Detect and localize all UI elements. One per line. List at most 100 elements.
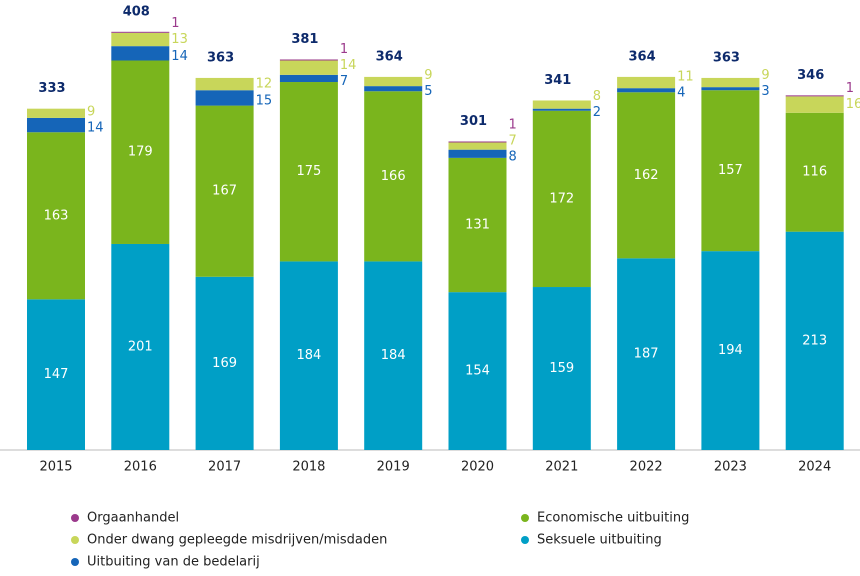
bar-segment	[195, 90, 254, 106]
bar-segment	[448, 149, 507, 158]
bar-segment	[785, 96, 844, 113]
value-label: 5	[424, 84, 432, 99]
value-label: 147	[44, 367, 69, 382]
value-label: 116	[802, 165, 827, 180]
bar-segment	[27, 132, 85, 300]
bar-segment	[448, 157, 507, 293]
bar-segment	[617, 258, 676, 450]
x-tick-label: 2020	[461, 460, 494, 475]
value-label: 162	[634, 168, 659, 183]
bar-segment	[195, 276, 254, 450]
legend-label: Uitbuiting van de bedelarij	[87, 555, 260, 570]
value-label: 4	[677, 86, 685, 101]
bar-segment	[701, 87, 760, 91]
bar-segment	[785, 112, 844, 232]
legend-marker	[71, 558, 79, 566]
value-label: 163	[44, 208, 69, 223]
value-label: 184	[381, 348, 406, 363]
total-label: 333	[38, 81, 65, 96]
bar-segment	[701, 251, 760, 450]
bar-segment	[617, 88, 676, 93]
bar-segment	[364, 261, 423, 450]
value-label: 159	[549, 361, 574, 376]
bar-segment	[701, 90, 760, 252]
value-label: 8	[509, 149, 517, 164]
value-label: 14	[171, 49, 188, 64]
legend-label: Economische uitbuiting	[537, 511, 689, 526]
total-label: 381	[291, 32, 318, 47]
bar-segment	[617, 92, 676, 259]
value-label: 9	[424, 68, 432, 83]
bar-segment	[111, 60, 170, 244]
value-label: 169	[212, 356, 237, 371]
bar-segment	[279, 261, 338, 450]
bar-segment	[111, 31, 170, 33]
total-label: 408	[123, 4, 150, 19]
value-label: 131	[465, 218, 490, 233]
x-tick-label: 2019	[377, 460, 410, 475]
bar-segment	[111, 46, 170, 61]
x-tick-label: 2018	[292, 460, 325, 475]
value-label: 14	[340, 58, 357, 73]
legend-marker	[521, 514, 529, 522]
total-label: 363	[207, 50, 234, 65]
x-tick-label: 2022	[630, 460, 663, 475]
total-label: 364	[629, 49, 656, 64]
value-label: 166	[381, 169, 406, 184]
x-tick-label: 2023	[714, 460, 747, 475]
value-label: 1	[846, 81, 854, 96]
value-label: 154	[465, 364, 490, 379]
value-label: 1	[340, 42, 348, 57]
bar-segment	[532, 100, 591, 109]
bar-segment	[279, 82, 338, 262]
bar-segment	[532, 110, 591, 288]
x-tick-label: 2016	[124, 460, 157, 475]
value-label: 14	[87, 121, 104, 136]
bar-segment	[195, 77, 254, 91]
legend-marker	[71, 514, 79, 522]
bar-segment	[532, 287, 591, 450]
bar-segment	[785, 95, 844, 97]
bar-segment	[195, 105, 254, 277]
legend-label: Seksuele uitbuiting	[537, 533, 662, 548]
legend-label: Orgaanhandel	[87, 511, 179, 526]
total-label: 363	[713, 50, 740, 65]
bar-segment	[448, 142, 507, 150]
value-label: 3	[761, 84, 769, 99]
x-tick-label: 2024	[798, 460, 831, 475]
value-label: 213	[802, 333, 827, 348]
bar-segment	[111, 243, 170, 450]
value-label: 194	[718, 343, 743, 358]
value-label: 184	[296, 348, 321, 363]
value-label: 13	[171, 32, 188, 47]
value-label: 16	[846, 97, 860, 112]
value-label: 12	[256, 77, 273, 92]
x-tick-label: 2017	[208, 460, 241, 475]
value-label: 179	[128, 145, 153, 160]
bar-segment	[448, 292, 507, 450]
value-label: 167	[212, 184, 237, 199]
bar-segment	[279, 59, 338, 61]
legend-label: Onder dwang gepleegde misdrijven/misdade…	[87, 533, 387, 548]
bar-segment	[785, 231, 844, 450]
bar-segment	[27, 108, 85, 118]
value-label: 7	[509, 133, 517, 148]
bar-segment	[279, 60, 338, 75]
value-label: 11	[677, 70, 694, 85]
bar-segment	[701, 77, 760, 88]
bar-segment	[532, 108, 591, 111]
bar-segment	[27, 117, 85, 133]
value-label: 172	[549, 191, 574, 206]
bar-segment	[617, 76, 676, 89]
total-label: 346	[797, 68, 824, 83]
bar-segment	[364, 91, 423, 262]
value-label: 15	[256, 93, 273, 108]
value-label: 201	[128, 339, 153, 354]
legend-marker	[71, 536, 79, 544]
total-label: 301	[460, 114, 487, 129]
value-label: 8	[593, 89, 601, 104]
bar-segment	[364, 76, 423, 87]
value-label: 157	[718, 163, 743, 178]
bar-segment	[27, 299, 85, 450]
